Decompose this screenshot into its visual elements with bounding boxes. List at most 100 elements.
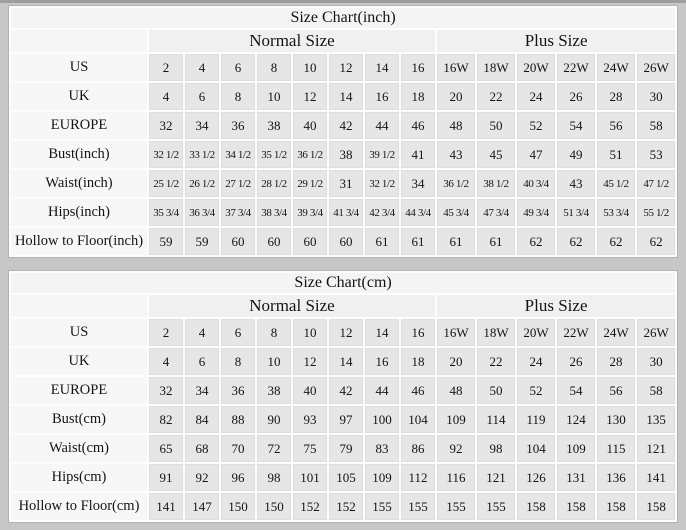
size-value-cell: 88 [221,406,255,433]
size-value-cell: 29 1/2 [293,170,327,197]
size-value-cell: 60 [329,228,363,255]
size-value-cell: 62 [517,228,555,255]
size-chart-inch-row-label-hips-inch: Hips(inch) [11,199,147,226]
size-value-cell: 51 3/4 [557,199,595,226]
size-value-cell: 32 1/2 [365,170,399,197]
size-value-cell: 24 [517,83,555,110]
size-value-cell: 136 [597,464,635,491]
size-value-cell: 97 [329,406,363,433]
size-value-cell: 36 1/2 [437,170,475,197]
size-value-cell: 37 3/4 [221,199,255,226]
size-value-cell: 79 [329,435,363,462]
table-row: Hips(inch) 35 3/4 36 3/4 37 3/4 38 3/4 39 3/4… [11,199,676,226]
size-value-cell: 10 [257,83,291,110]
size-value-cell: 47 [517,141,555,168]
size-value-cell: 104 [401,406,435,433]
size-value-cell: 86 [401,435,435,462]
size-value-cell: 158 [517,493,555,520]
size-value-cell: 20W [517,54,555,81]
size-value-cell: 16 [401,319,435,346]
size-value-cell: 32 1/2 [149,141,183,168]
size-value-cell: 155 [401,493,435,520]
size-value-cell: 158 [597,493,635,520]
size-value-cell: 6 [185,348,219,375]
size-value-cell: 36 1/2 [293,141,327,168]
size-value-cell: 38 3/4 [257,199,291,226]
size-value-cell: 93 [293,406,327,433]
size-chart-inch-row-label-us: US [11,54,147,81]
size-value-cell: 131 [557,464,595,491]
size-chart-cm-row-label-us: US [11,319,147,346]
size-chart-inch-row-label-uk: UK [11,83,147,110]
size-chart-inch-row-label-bust-inch: Bust(inch) [11,141,147,168]
size-value-cell: 48 [437,377,475,404]
size-value-cell: 54 [557,377,595,404]
table-row: EUROPE 32 34 36 38 40 42 44 46 48 50 52 54 56 58 [11,112,676,139]
size-value-cell: 39 1/2 [365,141,399,168]
size-value-cell: 10 [293,54,327,81]
size-value-cell: 6 [221,54,255,81]
size-value-cell: 109 [557,435,595,462]
size-value-cell: 147 [185,493,219,520]
size-value-cell: 39 3/4 [293,199,327,226]
size-value-cell: 8 [221,348,255,375]
size-value-cell: 44 [365,112,399,139]
size-value-cell: 22W [557,319,595,346]
size-chart-inch-row-label-europe: EUROPE [11,112,147,139]
size-value-cell: 16 [401,54,435,81]
size-value-cell: 50 [477,112,515,139]
table-row: Waist(cm) 65 68 70 72 75 79 83 86 92 98 104 109 115 12… [11,435,676,462]
size-chart-inch-group-normal-size: Normal Size [149,30,435,52]
size-value-cell: 38 [257,112,291,139]
size-value-cell: 104 [517,435,555,462]
size-value-cell: 12 [293,348,327,375]
size-value-cell: 4 [149,348,183,375]
size-value-cell: 45 3/4 [437,199,475,226]
size-value-cell: 114 [477,406,515,433]
table-row: US 2 4 6 8 10 12 14 16 16W 18W 20W 22W 24W 26W [11,319,676,346]
size-value-cell: 34 1/2 [221,141,255,168]
size-value-cell: 150 [221,493,255,520]
size-chart-cm-row-label-hollow-to-floor-cm: Hollow to Floor(cm) [11,493,147,520]
table-row: EUROPE 32 34 36 38 40 42 44 46 48 50 52 54 56 58 [11,377,676,404]
size-value-cell: 62 [637,228,676,255]
size-value-cell: 141 [149,493,183,520]
size-value-cell: 116 [437,464,475,491]
size-value-cell: 61 [437,228,475,255]
size-value-cell: 60 [293,228,327,255]
size-value-cell: 92 [185,464,219,491]
size-value-cell: 12 [293,83,327,110]
size-chart-cm-group-normal-size: Normal Size [149,295,435,317]
size-value-cell: 92 [437,435,475,462]
size-value-cell: 62 [557,228,595,255]
size-chart-cm-row-label-hips-cm: Hips(cm) [11,464,147,491]
size-charts-container: Size Chart(inch) Normal Size Plus Size US 2 4… [0,3,686,523]
size-chart-inch-row-label-waist-inch: Waist(inch) [11,170,147,197]
size-value-cell: 152 [293,493,327,520]
size-value-cell: 101 [293,464,327,491]
size-value-cell: 150 [257,493,291,520]
size-value-cell: 33 1/2 [185,141,219,168]
size-value-cell: 70 [221,435,255,462]
size-value-cell: 83 [365,435,399,462]
size-value-cell: 152 [329,493,363,520]
size-value-cell: 155 [477,493,515,520]
size-value-cell: 28 [597,83,635,110]
size-value-cell: 46 [401,112,435,139]
size-value-cell: 18W [477,319,515,346]
page-top-edge [0,0,686,3]
size-value-cell: 115 [597,435,635,462]
size-value-cell: 24W [597,319,635,346]
size-value-cell: 36 3/4 [185,199,219,226]
size-value-cell: 26 [557,83,595,110]
size-value-cell: 18 [401,348,435,375]
size-value-cell: 8 [221,83,255,110]
size-value-cell: 2 [149,54,183,81]
size-value-cell: 50 [477,377,515,404]
size-value-cell: 38 [329,141,363,168]
table-row: Waist(inch) 25 1/2 26 1/2 27 1/2 28 1/2 29 1/… [11,170,676,197]
size-value-cell: 58 [637,112,676,139]
size-value-cell: 38 1/2 [477,170,515,197]
size-value-cell: 65 [149,435,183,462]
table-row: Hollow to Floor(inch) 59 59 60 60 60 60 61 61 61 6… [11,228,676,255]
